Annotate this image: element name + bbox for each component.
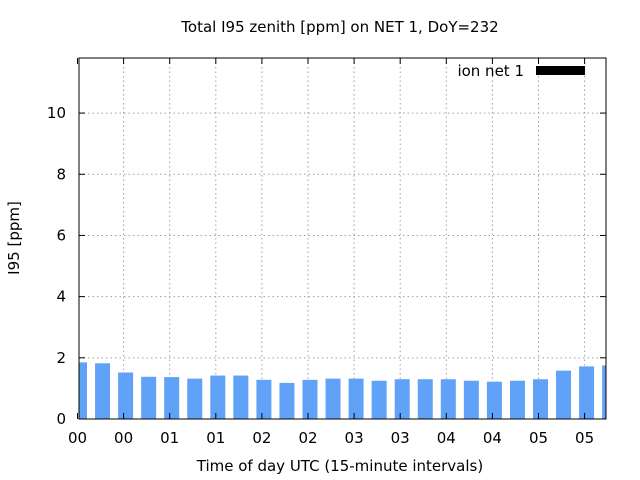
grid-lines: [79, 58, 606, 419]
x-axis-label: Time of day UTC (15-minute intervals): [196, 457, 483, 475]
y-tick-label: 4: [56, 288, 66, 306]
legend-swatch: [536, 66, 585, 75]
bar: [371, 380, 387, 419]
y-tick-label: 6: [56, 226, 66, 244]
bar: [602, 365, 606, 419]
x-tick-label: 01: [206, 429, 225, 447]
bar: [509, 380, 525, 419]
bar: [302, 379, 318, 419]
x-tick-label: 02: [252, 429, 271, 447]
x-tick-label: 01: [160, 429, 179, 447]
bar: [233, 375, 249, 419]
bar: [417, 379, 433, 419]
bar: [256, 379, 272, 419]
x-tick-label: 00: [68, 429, 87, 447]
x-tick-label: 05: [575, 429, 594, 447]
x-tick-label: 00: [114, 429, 133, 447]
bar: [141, 376, 157, 419]
bar: [279, 382, 295, 419]
legend: ion net 1: [457, 62, 585, 80]
x-tick-label: 03: [345, 429, 364, 447]
y-tick-label: 10: [47, 104, 66, 122]
bar: [95, 363, 111, 419]
x-tick-label: 05: [529, 429, 548, 447]
bar: [486, 381, 502, 419]
bar: [348, 378, 364, 419]
plot-frame: [78, 57, 607, 420]
chart-title: Total I95 zenith [ppm] on NET 1, DoY=232: [180, 18, 498, 36]
bars: [79, 362, 606, 419]
bar: [164, 377, 180, 419]
legend-label: ion net 1: [457, 62, 524, 80]
y-tick-label: 0: [56, 410, 66, 428]
x-tick-label: 04: [437, 429, 456, 447]
x-tick-label: 04: [483, 429, 502, 447]
bar: [579, 366, 595, 419]
bar: [556, 370, 572, 419]
axis-ticks: [77, 58, 606, 420]
bar: [394, 379, 410, 419]
bar: [79, 362, 87, 419]
y-axis-label: I95 [ppm]: [5, 201, 23, 275]
bar: [533, 379, 548, 419]
x-tick-label: 03: [391, 429, 410, 447]
x-tick-label: 02: [298, 429, 317, 447]
bar: [463, 380, 479, 419]
bar: [187, 378, 203, 419]
bar: [210, 375, 226, 419]
y-tick-label: 8: [56, 165, 66, 183]
bar: [118, 372, 134, 419]
bar: [440, 379, 456, 419]
bar: [325, 378, 341, 419]
y-tick-label: 2: [56, 349, 66, 367]
